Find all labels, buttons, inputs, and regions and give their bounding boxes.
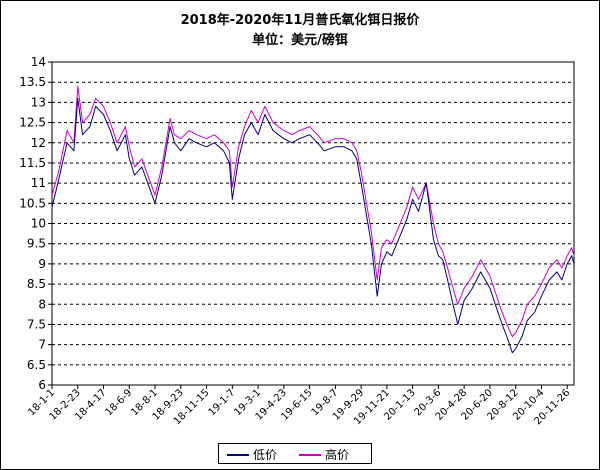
y-tick-label: 13.5 [19,75,46,89]
y-tick-label: 10.5 [19,196,46,210]
y-tick-label: 14 [31,55,46,69]
x-tick-label: 19-1-7 [207,387,238,418]
legend-swatch-high [299,453,321,456]
y-axis: 6 6.5 7 7.5 8 8.5 9 9.5 10 10.5 11 11.5 12 12.5 13 13.5… [19,55,52,392]
y-tick-label: 13 [31,95,46,109]
y-tick-label: 7 [38,338,46,352]
legend-label-high: 高价 [325,448,350,462]
legend: 低价 高价 [218,443,372,464]
y-tick-label: 7.5 [27,317,46,331]
y-tick-label: 6.5 [27,358,46,372]
legend-item-high: 高价 [299,446,349,463]
y-tick-label: 8.5 [27,277,46,291]
x-axis: 18-1-118-2-2318-4-1718-6-918-8-118-9-231… [26,385,572,427]
y-tick-label: 12.5 [19,116,46,130]
y-tick-label: 12 [31,136,46,150]
y-tick-label: 11.5 [19,156,46,170]
chart-title: 2018年-2020年11月普氏氧化铒日报价 [180,13,420,28]
gridlines [52,81,574,366]
y-tick-label: 11 [31,176,46,190]
legend-item-low: 低价 [227,446,277,463]
y-tick-label: 6 [38,378,46,392]
series-line [51,85,575,338]
series-line [51,97,575,354]
legend-swatch-low [227,453,249,456]
y-tick-label: 9 [38,257,46,271]
y-tick-label: 9.5 [27,237,46,251]
chart-subtitle: 单位：美元/磅铒 [252,33,348,48]
legend-label-low: 低价 [253,448,278,462]
y-tick-label: 8 [38,297,46,311]
x-tick-label: 18-6-9 [104,387,135,418]
y-tick-label: 10 [31,217,46,231]
series-group [51,85,575,354]
